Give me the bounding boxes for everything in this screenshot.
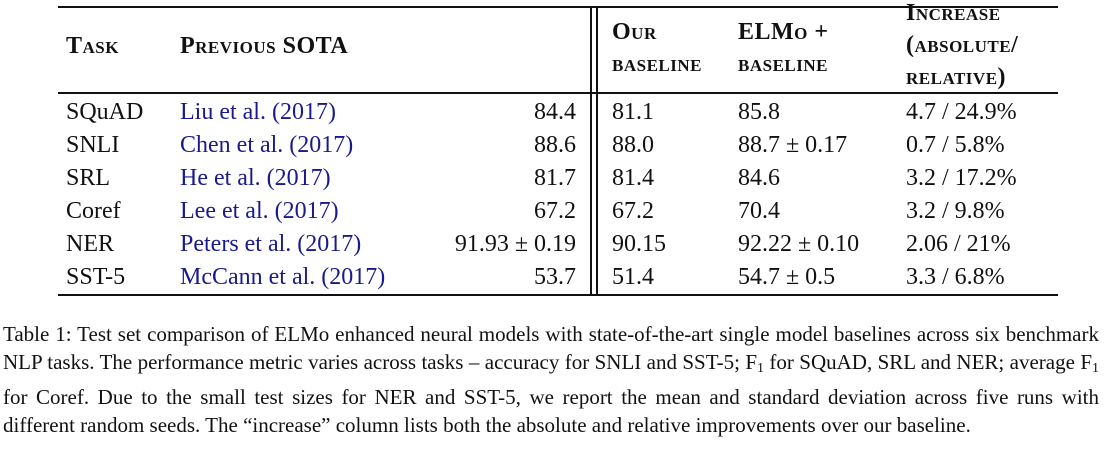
- cell-elmo: 54.7 ± 0.5: [738, 264, 836, 290]
- header-elmo-line1: ELMo +: [738, 19, 829, 45]
- header-elmo-line2: baseline: [738, 51, 828, 77]
- cell-sota: 81.7: [534, 165, 576, 191]
- cell-elmo: 84.6: [738, 165, 780, 191]
- cell-task: Coref: [66, 198, 121, 224]
- cell-baseline: 81.4: [612, 165, 654, 191]
- cell-increase: 3.2 / 17.2%: [906, 165, 1017, 191]
- double-vertical-rule-left: [590, 6, 592, 296]
- cell-increase: 4.7 / 24.9%: [906, 99, 1017, 125]
- caption-text-part1: Table 1: Test set comparison of ELMo enh…: [3, 322, 1099, 374]
- cell-increase: 3.3 / 6.8%: [906, 264, 1005, 290]
- cell-sota: 84.4: [534, 99, 576, 125]
- cell-baseline: 51.4: [612, 264, 654, 290]
- cell-elmo: 92.22 ± 0.10: [738, 231, 860, 257]
- cell-task: SRL: [66, 165, 111, 191]
- cell-sota: 88.6: [534, 132, 576, 158]
- top-rule: [58, 6, 1058, 8]
- cell-baseline: 67.2: [612, 198, 654, 224]
- cell-citation[interactable]: Lee et al. (2017): [180, 198, 339, 224]
- cell-sota: 53.7: [534, 264, 576, 290]
- caption-subscript-1: 1: [757, 361, 765, 376]
- cell-task: SST-5: [66, 264, 126, 290]
- cell-baseline: 81.1: [612, 99, 654, 125]
- cell-baseline: 88.0: [612, 132, 654, 158]
- cell-elmo: 85.8: [738, 99, 780, 125]
- cell-citation[interactable]: Peters et al. (2017): [180, 231, 362, 257]
- cell-sota: 67.2: [534, 198, 576, 224]
- cell-increase: 2.06 / 21%: [906, 231, 1011, 257]
- cell-baseline: 90.15: [612, 231, 666, 257]
- header-previous-sota: Previous SOTA: [180, 33, 349, 59]
- cell-elmo: 88.7 ± 0.17: [738, 132, 848, 158]
- caption-subscript-2: 1: [1092, 361, 1099, 376]
- header-our-baseline-line1: Our: [612, 19, 657, 45]
- header-rule: [58, 92, 1058, 94]
- caption-text-part2: for SQuAD, SRL and NER; average F: [764, 350, 1092, 374]
- header-increase-line3: relative): [906, 64, 1007, 90]
- double-vertical-rule-right: [596, 6, 598, 296]
- header-increase-line2: (absolute/: [906, 32, 1019, 58]
- cell-sota: 91.93 ± 0.19: [454, 231, 576, 257]
- bottom-rule: [58, 294, 1058, 296]
- table-caption: Table 1: Test set comparison of ELMo enh…: [3, 320, 1099, 439]
- cell-citation[interactable]: McCann et al. (2017): [180, 264, 386, 290]
- cell-task: SNLI: [66, 132, 120, 158]
- cell-citation[interactable]: He et al. (2017): [180, 165, 331, 191]
- header-our-baseline-line2: baseline: [612, 51, 702, 77]
- cell-citation[interactable]: Liu et al. (2017): [180, 99, 336, 125]
- header-increase-line1: Increase: [906, 0, 1001, 26]
- cell-elmo: 70.4: [738, 198, 780, 224]
- header-task: Task: [66, 33, 119, 59]
- cell-increase: 3.2 / 9.8%: [906, 198, 1005, 224]
- cell-citation[interactable]: Chen et al. (2017): [180, 132, 354, 158]
- cell-task: SQuAD: [66, 99, 144, 125]
- caption-text-part3: for Coref. Due to the small test sizes f…: [3, 385, 1099, 437]
- cell-increase: 0.7 / 5.8%: [906, 132, 1005, 158]
- cell-task: NER: [66, 231, 114, 257]
